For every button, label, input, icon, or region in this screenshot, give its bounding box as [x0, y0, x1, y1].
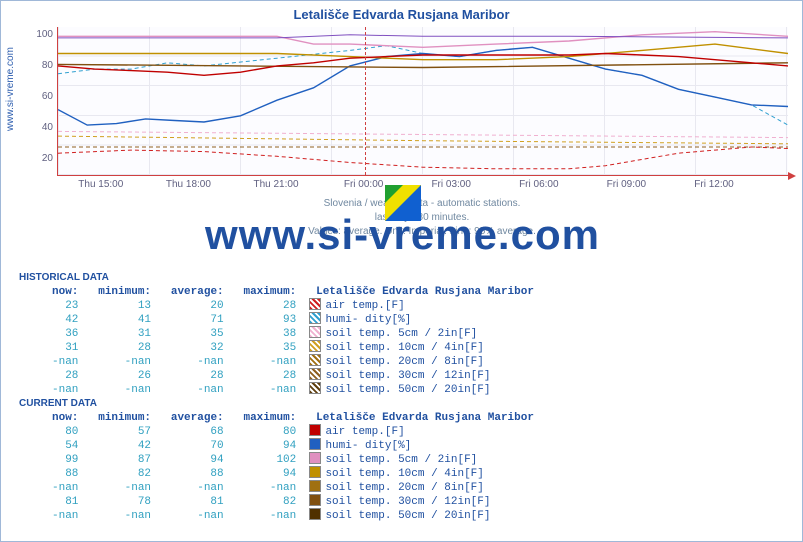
table-row: -nan -nan -nan -nan soil temp. 20cm / 8i… — [19, 481, 534, 495]
chart-lines — [58, 27, 788, 175]
x-tick-label: Fri 00:00 — [344, 179, 383, 190]
series-label: soil temp. 50cm / 20in[F] — [325, 510, 490, 522]
footer-line: Slovenia / weather data - automatic stat… — [57, 197, 787, 211]
table-row: 80 57 68 80 air temp.[F] — [19, 425, 534, 439]
series-label: soil temp. 5cm / 2in[F] — [325, 454, 477, 466]
x-tick-label: Fri 12:00 — [694, 179, 733, 190]
x-tick-label: Thu 15:00 — [78, 179, 123, 190]
x-tick-label: Fri 03:00 — [431, 179, 470, 190]
series-label: air temp.[F] — [325, 426, 404, 438]
table-row: 54 42 70 94 humi- dity[%] — [19, 439, 534, 453]
legend-swatch-icon — [309, 298, 321, 310]
legend-swatch-icon — [309, 424, 321, 436]
section-header: HISTORICAL DATA — [19, 271, 534, 285]
series-label: air temp.[F] — [325, 300, 404, 312]
chart-container: 20 40 60 80 100 Thu 15:00 Thu 18:00 Thu 21:00 F… — [29, 27, 791, 197]
chart-plot-area — [57, 27, 788, 176]
series-label: soil temp. 30cm / 12in[F] — [325, 370, 490, 382]
legend-swatch-icon — [309, 452, 321, 464]
table-header-row: now: minimum: average: maximum: Letališč… — [19, 285, 534, 299]
legend-swatch-icon — [309, 466, 321, 478]
series-airtemp-historical — [58, 147, 788, 169]
y-tick-label: 80 — [29, 60, 53, 71]
table-row: 42 41 71 93 humi- dity[%] — [19, 313, 534, 327]
series-soil10-current — [58, 44, 788, 60]
x-tick-label: Fri 06:00 — [519, 179, 558, 190]
x-tick-label: Thu 18:00 — [166, 179, 211, 190]
table-row: -nan -nan -nan -nan soil temp. 20cm / 8i… — [19, 355, 534, 369]
series-label: soil temp. 30cm / 12in[F] — [325, 496, 490, 508]
series-soil5-current — [58, 32, 788, 48]
x-tick-label: Fri 09:00 — [607, 179, 646, 190]
table-row: 88 82 88 94 soil temp. 10cm / 4in[F] — [19, 467, 534, 481]
legend-swatch-icon — [309, 340, 321, 352]
series-soil5-historical — [58, 131, 788, 137]
series-humidity-historical — [58, 46, 788, 125]
y-tick-label: 60 — [29, 91, 53, 102]
legend-swatch-icon — [309, 368, 321, 380]
legend-swatch-icon — [309, 508, 321, 520]
chart-footer: Slovenia / weather data - automatic stat… — [57, 197, 787, 239]
legend-swatch-icon — [309, 312, 321, 324]
series-soil10-historical — [58, 136, 788, 144]
section-header: CURRENT DATA — [19, 397, 534, 411]
table-row: -nan -nan -nan -nan soil temp. 50cm / 20… — [19, 509, 534, 523]
series-label: soil temp. 20cm / 8in[F] — [325, 356, 483, 368]
footer-line: last day / 30 minutes. — [57, 211, 787, 225]
table-row: 81 78 81 82 soil temp. 30cm / 12in[F] — [19, 495, 534, 509]
series-label: humi- dity[%] — [325, 440, 411, 452]
table-row: 36 31 35 38 soil temp. 5cm / 2in[F] — [19, 327, 534, 341]
series-label: soil temp. 5cm / 2in[F] — [325, 328, 477, 340]
table-header-row: now: minimum: average: maximum: Letališč… — [19, 411, 534, 425]
table-row: 31 28 32 35 soil temp. 10cm / 4in[F] — [19, 341, 534, 355]
watermark-logo-icon — [385, 185, 421, 221]
x-tick-label: Thu 21:00 — [253, 179, 298, 190]
legend-swatch-icon — [309, 326, 321, 338]
series-label: soil temp. 20cm / 8in[F] — [325, 482, 483, 494]
series-label: soil temp. 10cm / 4in[F] — [325, 468, 483, 480]
x-axis-arrow-icon — [788, 172, 796, 180]
y-tick-label: 100 — [29, 29, 53, 40]
series-label: humi- dity[%] — [325, 314, 411, 326]
y-tick-label: 40 — [29, 122, 53, 133]
series-label: soil temp. 10cm / 4in[F] — [325, 342, 483, 354]
footer-line: Values: average. Unit: Imperial. Line: 9… — [57, 225, 787, 239]
legend-swatch-icon — [309, 438, 321, 450]
series-soil30-current — [58, 63, 788, 68]
table-row: 23 13 20 28 air temp.[F] — [19, 299, 534, 313]
chart-title: Letališče Edvarda Rusjana Maribor — [1, 1, 802, 26]
table-row: 99 87 94 102 soil temp. 5cm / 2in[F] — [19, 453, 534, 467]
ylabel-link[interactable]: www.si-vreme.com — [5, 47, 16, 131]
chart-vertical-rule — [365, 27, 366, 175]
series-label: soil temp. 50cm / 20in[F] — [325, 384, 490, 396]
legend-swatch-icon — [309, 480, 321, 492]
legend-swatch-icon — [309, 354, 321, 366]
table-row: 28 26 28 28 soil temp. 30cm / 12in[F] — [19, 369, 534, 383]
legend-swatch-icon — [309, 382, 321, 394]
legend-swatch-icon — [309, 494, 321, 506]
data-tables: HISTORICAL DATA now: minimum: average: m… — [19, 271, 534, 523]
series-humidity-current — [58, 47, 788, 125]
y-tick-label: 20 — [29, 153, 53, 164]
table-row: -nan -nan -nan -nan soil temp. 50cm / 20… — [19, 383, 534, 397]
